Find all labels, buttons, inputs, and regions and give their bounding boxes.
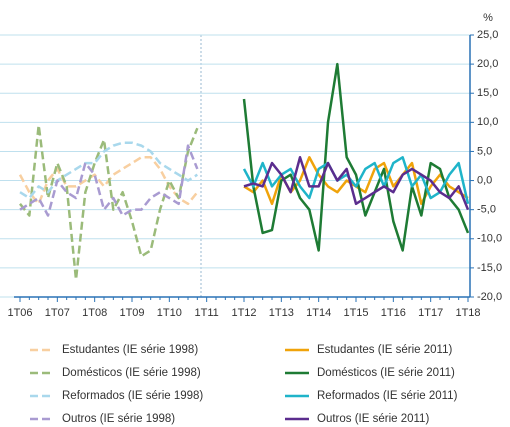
x-tick-label: 1T08: [82, 307, 107, 319]
legend-label: Outros (IE série 2011): [317, 413, 429, 425]
y-tick-label: -10,0: [477, 233, 502, 245]
legend-label: Estudantes (IE série 1998): [62, 344, 198, 356]
x-tick-label: 1T07: [45, 307, 70, 319]
series-line: [243, 156, 470, 211]
y-tick-label: 15,0: [477, 87, 498, 99]
y-tick-label: 5,0: [477, 145, 492, 157]
x-tick-label: 1T16: [381, 307, 406, 319]
legend-label: Reformados (IE série 2011): [317, 390, 458, 402]
x-tick-label: 1T18: [455, 307, 480, 319]
x-tick-label: 1T12: [231, 307, 256, 319]
y-tick-label: 25,0: [477, 29, 498, 41]
legend-label: Domésticos (IE série 1998): [62, 367, 201, 379]
y-tick-label: -5,0: [477, 204, 496, 216]
x-tick-label: 1T09: [119, 307, 144, 319]
series-line: [19, 141, 198, 200]
y-unit: %: [483, 12, 493, 24]
x-tick-label: 1T10: [157, 307, 182, 319]
x-tick-label: 1T13: [269, 307, 294, 319]
series-line: [19, 144, 199, 217]
legend-label: Estudantes (IE série 2011): [317, 344, 452, 356]
x-tick-label: 1T06: [7, 307, 32, 319]
y-tick-label: 20,0: [477, 58, 498, 70]
x-tick-label: 1T15: [343, 307, 368, 319]
legend-label: Domésticos (IE série 2011): [317, 367, 455, 379]
y-tick-label: 10,0: [477, 116, 498, 128]
series-line: [242, 62, 470, 252]
x-tick-label: 1T14: [306, 307, 331, 319]
legend-label: Reformados (IE série 1998): [62, 390, 203, 402]
legend-label: Outros (IE série 1998): [62, 413, 175, 425]
y-tick-label: -20,0: [477, 291, 502, 303]
y-tick-label: 0,0: [477, 174, 492, 186]
x-tick-label: 1T11: [195, 307, 219, 319]
y-tick-label: -15,0: [477, 262, 502, 274]
x-tick-label: 1T17: [418, 307, 443, 319]
